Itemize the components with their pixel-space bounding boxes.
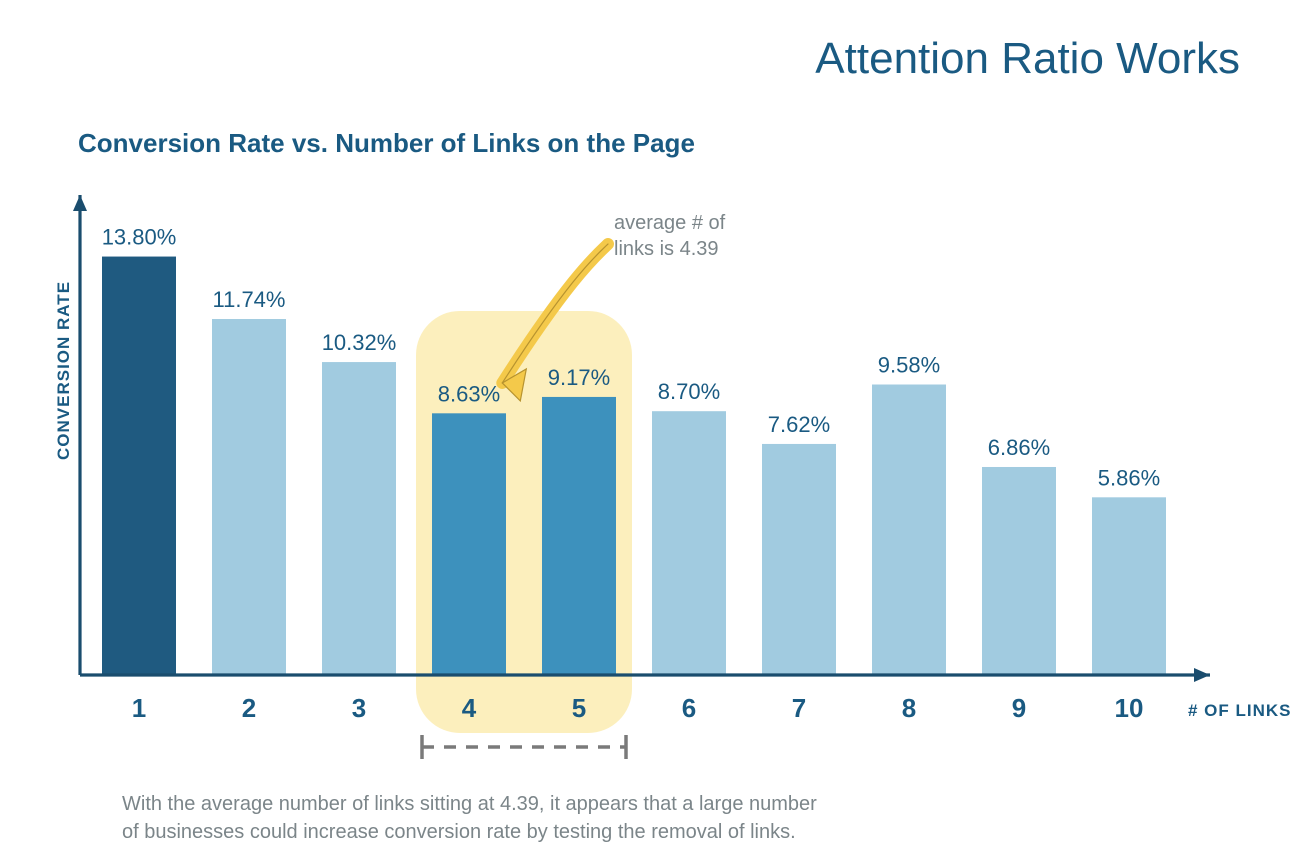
average-annotation-line1: average # of	[614, 212, 725, 234]
bar-category-label: 10	[1115, 693, 1144, 723]
bar-value-label: 9.58%	[878, 353, 940, 378]
bar-value-label: 6.86%	[988, 435, 1050, 460]
x-axis-label: # OF LINKS	[1188, 701, 1292, 721]
bar-value-label: 8.70%	[658, 379, 720, 404]
bar-category-label: 9	[1012, 693, 1026, 723]
bar	[322, 362, 396, 675]
bar-category-label: 4	[462, 693, 477, 723]
caption: With the average number of links sitting…	[122, 790, 817, 846]
bar-value-label: 5.86%	[1098, 465, 1160, 490]
bar-category-label: 2	[242, 693, 256, 723]
bar	[432, 413, 506, 675]
bar-category-label: 6	[682, 693, 696, 723]
bar	[762, 444, 836, 675]
bar	[872, 385, 946, 675]
bar-value-label: 11.74%	[213, 287, 286, 312]
bar	[542, 397, 616, 675]
bar	[1092, 497, 1166, 675]
bar-value-label: 8.63%	[438, 381, 500, 406]
caption-line1: With the average number of links sitting…	[122, 793, 817, 815]
bar-value-label: 13.80%	[102, 225, 177, 250]
bar-category-label: 7	[792, 693, 806, 723]
bar-category-label: 1	[132, 693, 146, 723]
bar-value-label: 9.17%	[548, 365, 610, 390]
average-annotation-line2: links is 4.39	[614, 238, 719, 260]
bar-value-label: 7.62%	[768, 412, 830, 437]
bar-category-label: 3	[352, 693, 366, 723]
bar-chart: 13.80% 1 11.74% 2 10.32% 3 8.63% 4 9.17% 5 8.70% 6 7…	[0, 0, 1300, 867]
bar-category-label: 8	[902, 693, 916, 723]
bar	[982, 467, 1056, 675]
bar	[102, 257, 176, 675]
chart-canvas: Attention Ratio Works Conversion Rate vs…	[0, 0, 1300, 867]
caption-line2: of businesses could increase conversion …	[122, 821, 796, 843]
average-annotation: average # of links is 4.39	[614, 210, 725, 262]
bar-category-label: 5	[572, 693, 586, 723]
bar	[652, 411, 726, 675]
bar-value-label: 10.32%	[322, 330, 397, 355]
bar	[212, 319, 286, 675]
